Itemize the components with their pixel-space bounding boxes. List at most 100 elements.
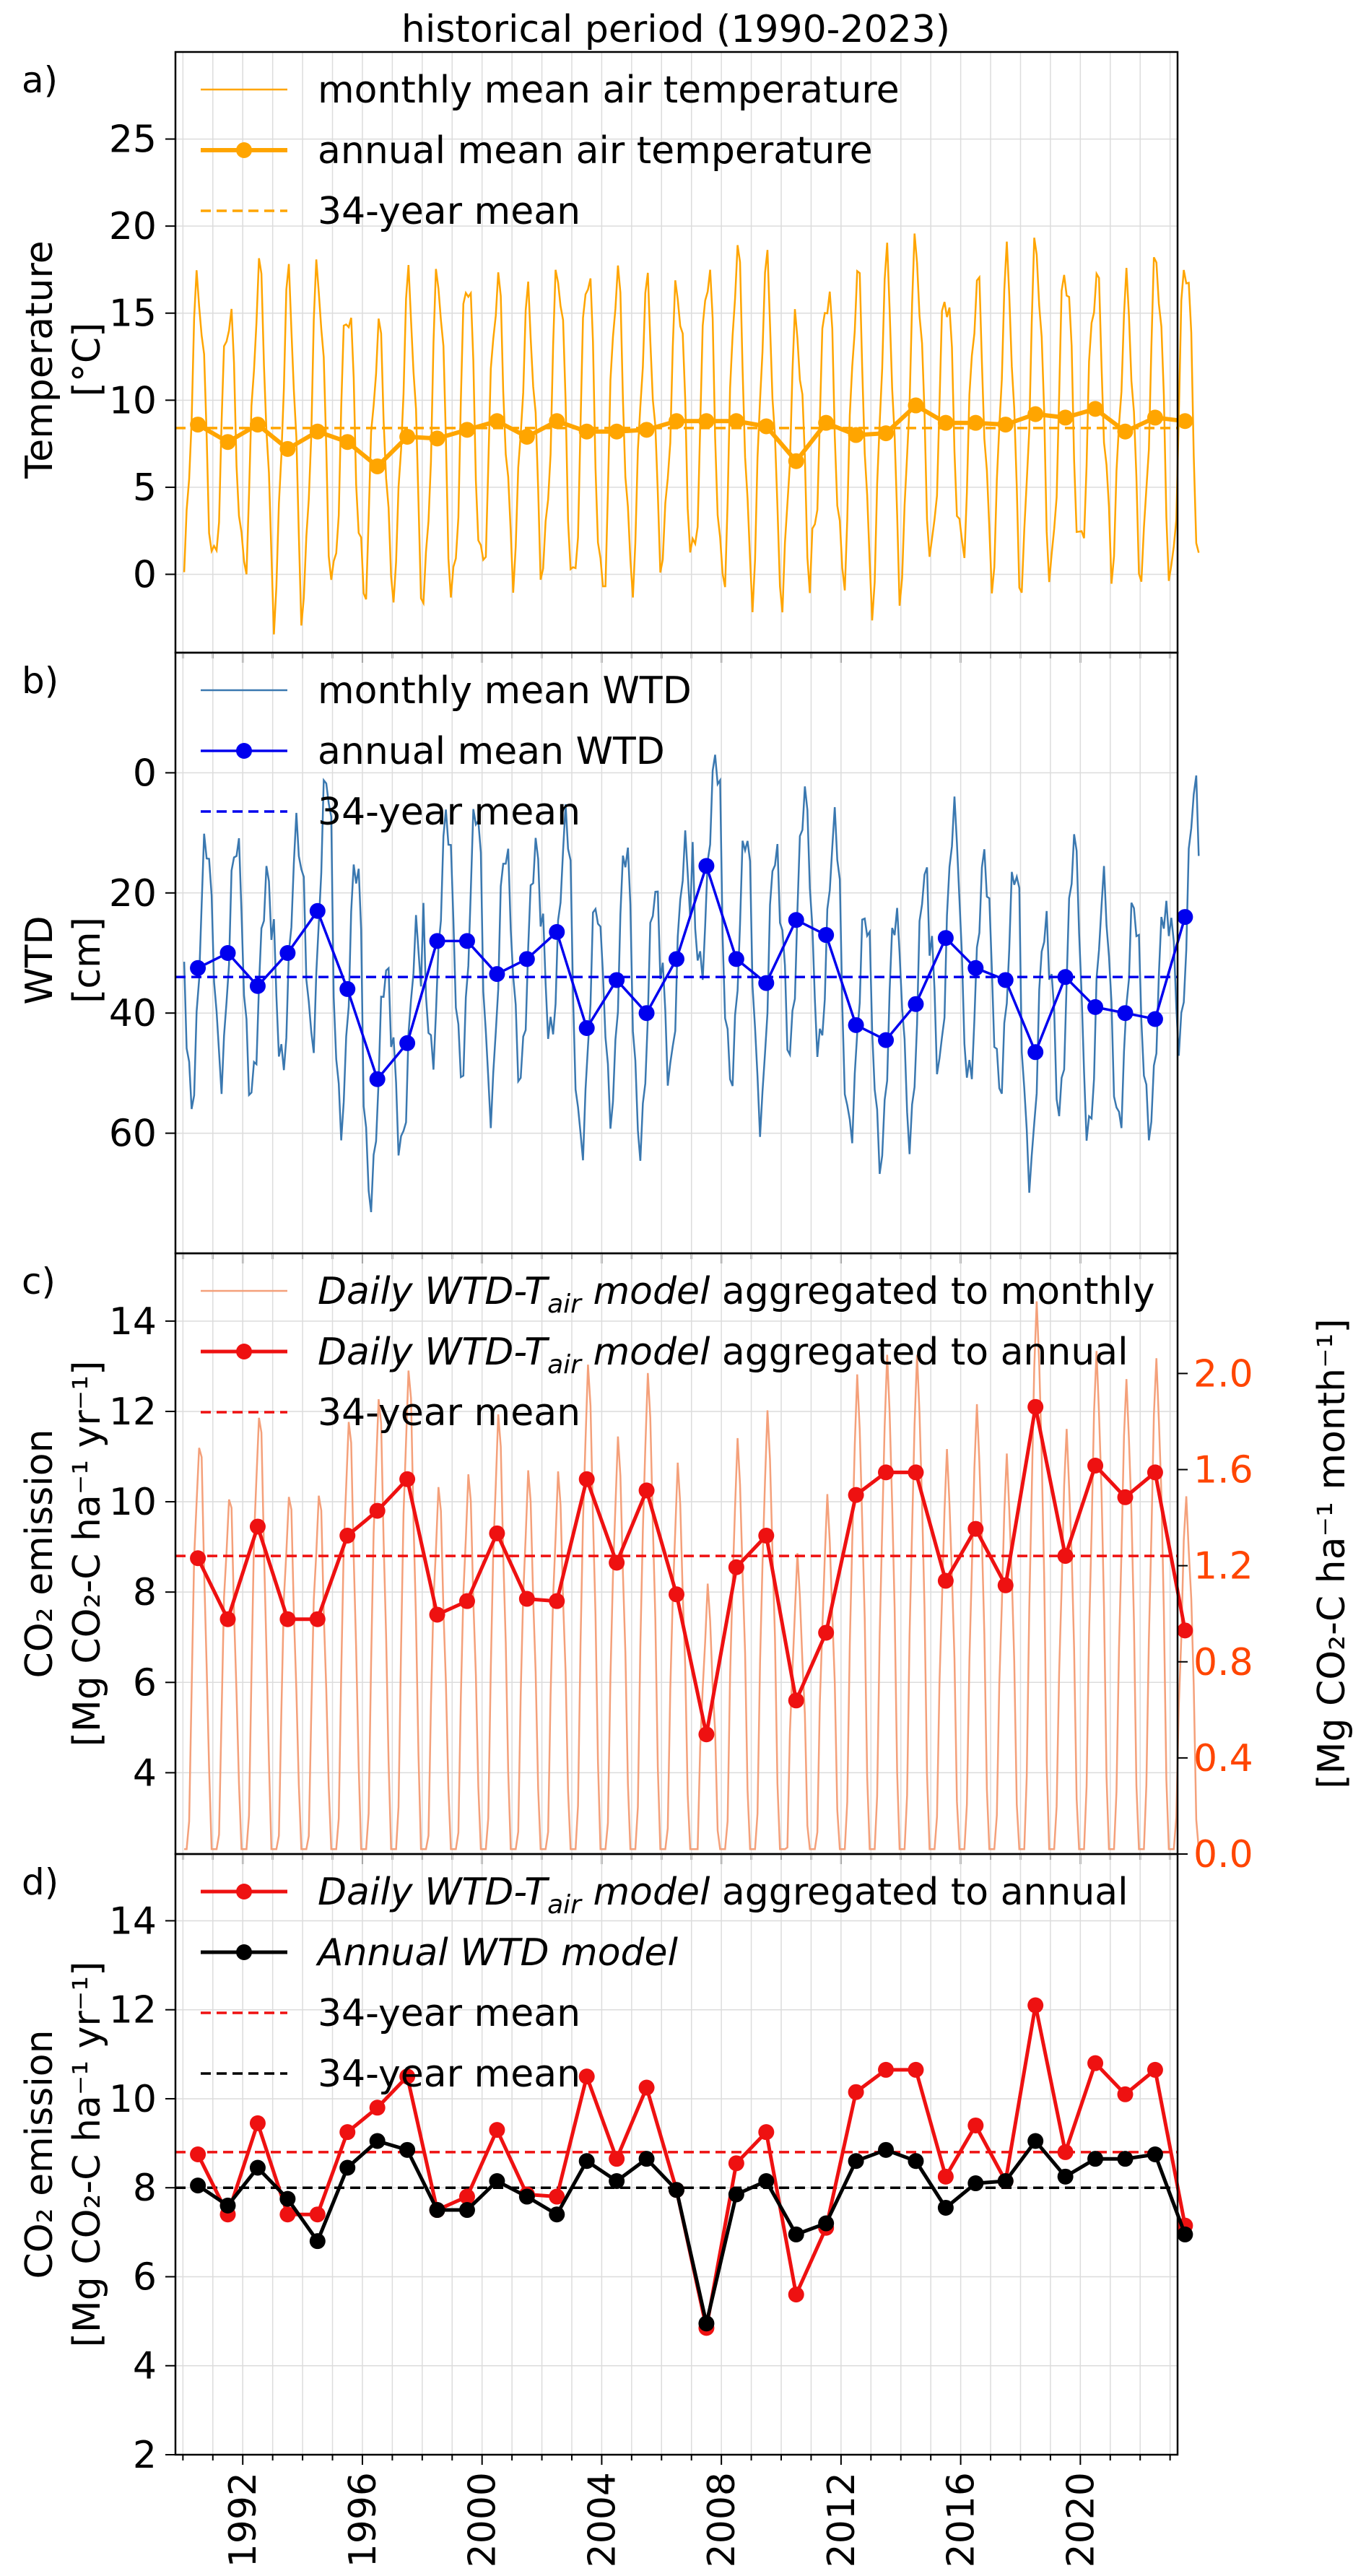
- panel-b-legend: monthly mean WTD annual mean WTD 34-year…: [201, 669, 692, 834]
- annual-wtd-model-point: [309, 2233, 326, 2250]
- annual-temp-point: [369, 458, 386, 474]
- panel-c-legend: Daily WTD-Tair model aggregated to month…: [201, 1270, 1155, 1435]
- panel-b-label: b): [22, 660, 58, 702]
- annual-wtd-point: [249, 978, 266, 994]
- annual-wtd-model-point: [489, 2172, 505, 2189]
- legend-monthly-co2: Daily WTD-Tair model aggregated to month…: [318, 1270, 1155, 1319]
- y-tick-label: 4: [133, 2345, 157, 2388]
- annual-wtd-model-line: [196, 2138, 1187, 2324]
- d-annual-co2-point: [1057, 2144, 1074, 2160]
- annual-wtd-model-point: [1027, 2133, 1044, 2149]
- d-annual-co2-point: [578, 2068, 595, 2085]
- annual-temp-point: [1117, 423, 1134, 440]
- legend-d-annual-co2: Daily WTD-Tair model aggregated to annua…: [318, 1871, 1128, 1920]
- legend-d-mean-red: 34-year mean: [318, 1992, 580, 2035]
- annual-temp-point: [1087, 401, 1104, 417]
- annual-temp-point: [578, 423, 595, 440]
- d-annual-co2-point: [369, 2099, 386, 2116]
- y-tick-label: 10: [109, 379, 157, 422]
- y-tick-label-right: 2.0: [1193, 1352, 1253, 1396]
- annual-wtd-point: [1147, 1011, 1163, 1027]
- annual-wtd-model-point: [698, 2315, 715, 2332]
- annual-wtd-point: [309, 902, 326, 919]
- legend-marker-annual-wtd: [236, 743, 252, 759]
- annual-co2-point: [908, 1464, 924, 1481]
- annual-temp-point: [429, 430, 445, 447]
- d-annual-co2-point: [967, 2117, 984, 2133]
- annual-wtd-point: [669, 951, 684, 967]
- annual-wtd-point: [1117, 1005, 1134, 1022]
- y-tick-label: 5: [133, 466, 157, 510]
- y-tick-label: 8: [133, 1571, 157, 1614]
- annual-wtd-point: [489, 966, 505, 983]
- annual-wtd-model-point: [818, 2215, 835, 2232]
- annual-wtd-model-point: [878, 2141, 895, 2158]
- annual-co2-point: [399, 1471, 416, 1487]
- annual-wtd-model-point: [937, 2199, 954, 2216]
- annual-wtd-model-point: [1117, 2151, 1134, 2167]
- panel-a: 0 5 10 15 20 25 a) Temperature [°C] monthly m…: [18, 51, 1200, 663]
- annual-co2-point: [1177, 1622, 1193, 1639]
- annual-wtd-point: [1057, 969, 1074, 985]
- y-tick-label: 4: [133, 1752, 157, 1795]
- d-annual-co2-point: [549, 2188, 565, 2205]
- legend-marker-annual-temp: [236, 142, 252, 158]
- annual-wtd-point: [818, 927, 835, 944]
- annual-temp-point: [1147, 409, 1163, 426]
- annual-co2-point: [638, 1482, 655, 1499]
- d-annual-co2-point: [399, 2068, 416, 2085]
- d-annual-co2-point: [609, 2151, 625, 2167]
- annual-wtd-model-point: [638, 2151, 655, 2167]
- annual-wtd-model-point: [369, 2133, 386, 2149]
- y-tick-label: 2: [133, 2434, 157, 2477]
- d-annual-co2-point: [937, 2168, 954, 2185]
- x-tick-label: 2016: [940, 2472, 983, 2567]
- annual-co2-point: [997, 1577, 1014, 1593]
- annual-temp-point: [399, 428, 416, 445]
- annual-co2-point: [728, 1559, 744, 1575]
- annual-temp-line: [196, 402, 1186, 470]
- annual-temp-point: [1057, 409, 1074, 426]
- panel-a-ylabel-line2: [°C]: [66, 323, 109, 397]
- annual-temp-point: [190, 417, 206, 433]
- annual-co2-point: [578, 1471, 595, 1487]
- annual-temp-point: [309, 423, 326, 440]
- annual-co2-point: [518, 1591, 535, 1607]
- annual-wtd-model-point: [609, 2172, 625, 2189]
- legend-marker-d-annual-co2: [236, 1884, 252, 1900]
- annual-wtd-point: [937, 930, 954, 947]
- annual-temp-point: [848, 427, 864, 443]
- y-tick-label: 25: [109, 118, 157, 162]
- d-annual-co2-point: [908, 2061, 924, 2078]
- annual-temp-point: [728, 413, 744, 430]
- d-annual-co2-point: [279, 2206, 296, 2223]
- annual-wtd-line: [197, 861, 1187, 1082]
- panel-b-ylabel-line1: WTD: [18, 915, 61, 1004]
- annual-co2-point: [848, 1487, 864, 1503]
- annual-wtd-point: [549, 923, 565, 940]
- annual-wtd-point: [1027, 1044, 1044, 1061]
- annual-wtd-point: [339, 980, 356, 997]
- y-tick-label: 6: [133, 1661, 157, 1705]
- annual-wtd-model-point: [848, 2153, 864, 2170]
- y-tick-label-right: 0.4: [1193, 1737, 1253, 1780]
- annual-wtd-point: [1087, 998, 1104, 1015]
- annual-wtd-point: [219, 945, 236, 961]
- d-annual-co2-point: [758, 2124, 775, 2141]
- annual-temp-point: [339, 434, 356, 451]
- d-annual-co2-point: [638, 2079, 655, 2096]
- x-tick-label: 2020: [1059, 2472, 1102, 2567]
- annual-temp-point: [908, 397, 924, 414]
- annual-co2-point: [279, 1611, 296, 1627]
- annual-wtd-model-point: [549, 2206, 565, 2223]
- y-tick-label: 14: [109, 1900, 157, 1943]
- monthly-wtd-line: [183, 754, 1200, 1213]
- panel-d-label: d): [22, 1861, 58, 1903]
- annual-wtd-point: [788, 912, 804, 928]
- annual-wtd-model-point: [399, 2141, 416, 2158]
- annual-wtd-point: [728, 951, 744, 967]
- annual-wtd-model-point: [429, 2202, 445, 2219]
- annual-co2-point: [1057, 1548, 1074, 1565]
- annual-co2-point: [1027, 1398, 1044, 1415]
- panel-a-ylabel-line1: Temperature: [18, 240, 61, 479]
